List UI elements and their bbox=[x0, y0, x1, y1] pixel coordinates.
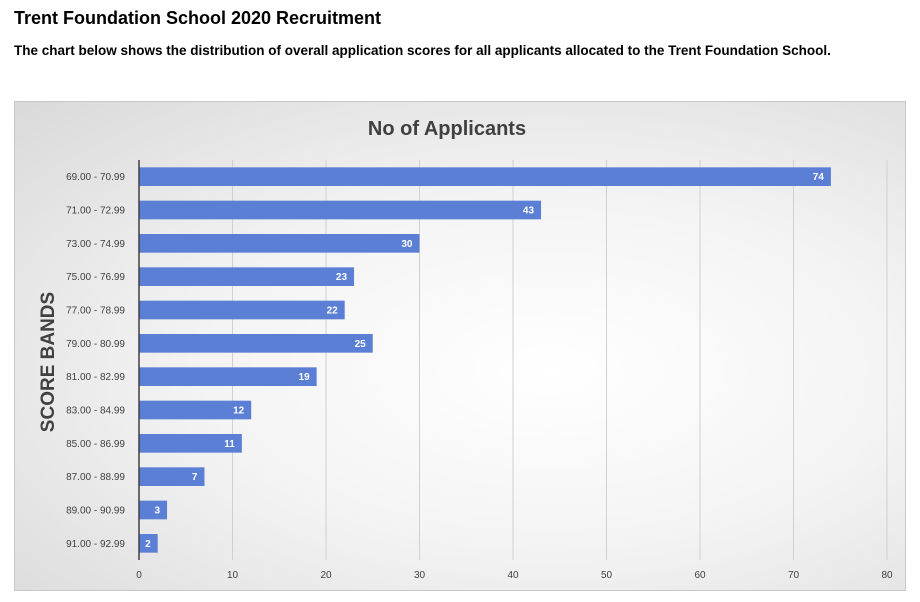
x-tick-label: 10 bbox=[227, 570, 239, 581]
category-label: 87.00 - 88.99 bbox=[66, 472, 125, 483]
value-label: 43 bbox=[523, 206, 535, 217]
x-tick-label: 70 bbox=[788, 570, 800, 581]
x-tick-label: 40 bbox=[507, 570, 519, 581]
category-label: 73.00 - 74.99 bbox=[66, 239, 125, 250]
value-label: 25 bbox=[355, 339, 367, 350]
category-label: 75.00 - 76.99 bbox=[66, 272, 125, 283]
page-title: Trent Foundation School 2020 Recruitment bbox=[14, 8, 382, 28]
value-label: 3 bbox=[154, 506, 160, 517]
value-label: 30 bbox=[401, 239, 413, 250]
value-label: 19 bbox=[299, 372, 311, 383]
page-subtitle: The chart below shows the distribution o… bbox=[14, 43, 831, 58]
value-label: 74 bbox=[813, 172, 825, 183]
bar bbox=[139, 334, 373, 353]
bar bbox=[139, 234, 420, 253]
value-label: 11 bbox=[224, 439, 235, 450]
bar bbox=[139, 167, 831, 186]
x-tick-labels: 0 10 20 30 40 50 60 70 80 bbox=[136, 570, 893, 581]
category-label: 91.00 - 92.99 bbox=[66, 539, 125, 550]
x-tick-label: 50 bbox=[601, 570, 613, 581]
bars bbox=[139, 167, 831, 553]
bar bbox=[139, 400, 252, 420]
category-label: 71.00 - 72.99 bbox=[66, 206, 125, 217]
category-label: 69.00 - 70.99 bbox=[66, 172, 125, 183]
category-label: 83.00 - 84.99 bbox=[66, 406, 125, 417]
value-label: 22 bbox=[327, 306, 339, 317]
x-tick-label: 0 bbox=[136, 570, 142, 581]
gridlines bbox=[232, 160, 888, 560]
x-tick-label: 20 bbox=[320, 570, 332, 581]
bar bbox=[139, 467, 205, 486]
category-label: 77.00 - 78.99 bbox=[66, 306, 125, 317]
x-tick-label: 60 bbox=[694, 570, 706, 581]
bar bbox=[139, 367, 317, 386]
bar bbox=[139, 300, 345, 320]
category-labels: 69.00 - 70.99 71.00 - 72.99 73.00 - 74.99 7… bbox=[66, 172, 125, 550]
bar bbox=[139, 200, 542, 220]
x-tick-label: 80 bbox=[881, 570, 893, 581]
category-label: 89.00 - 90.99 bbox=[66, 506, 125, 517]
chart-panel: No of Applicants SCORE BANDS 69.00 - 70.… bbox=[14, 101, 906, 591]
category-label: 79.00 - 80.99 bbox=[66, 339, 125, 350]
x-tick-label: 30 bbox=[414, 570, 426, 581]
category-label: 81.00 - 82.99 bbox=[66, 372, 125, 383]
bar bbox=[139, 534, 158, 553]
value-label: 23 bbox=[336, 272, 348, 283]
category-label: 85.00 - 86.99 bbox=[66, 439, 125, 450]
value-labels: 74 43 30 23 22 25 19 12 11 7 3 2 bbox=[145, 172, 824, 550]
bar bbox=[139, 500, 168, 520]
chart-title: No of Applicants bbox=[368, 118, 526, 140]
value-label: 2 bbox=[145, 539, 151, 550]
bar bbox=[139, 434, 242, 453]
bar-chart: No of Applicants SCORE BANDS 69.00 - 70.… bbox=[38, 118, 893, 581]
value-label: 7 bbox=[192, 472, 198, 483]
bar bbox=[139, 267, 355, 286]
y-axis-title: SCORE BANDS bbox=[38, 292, 59, 432]
value-label: 12 bbox=[233, 406, 245, 417]
